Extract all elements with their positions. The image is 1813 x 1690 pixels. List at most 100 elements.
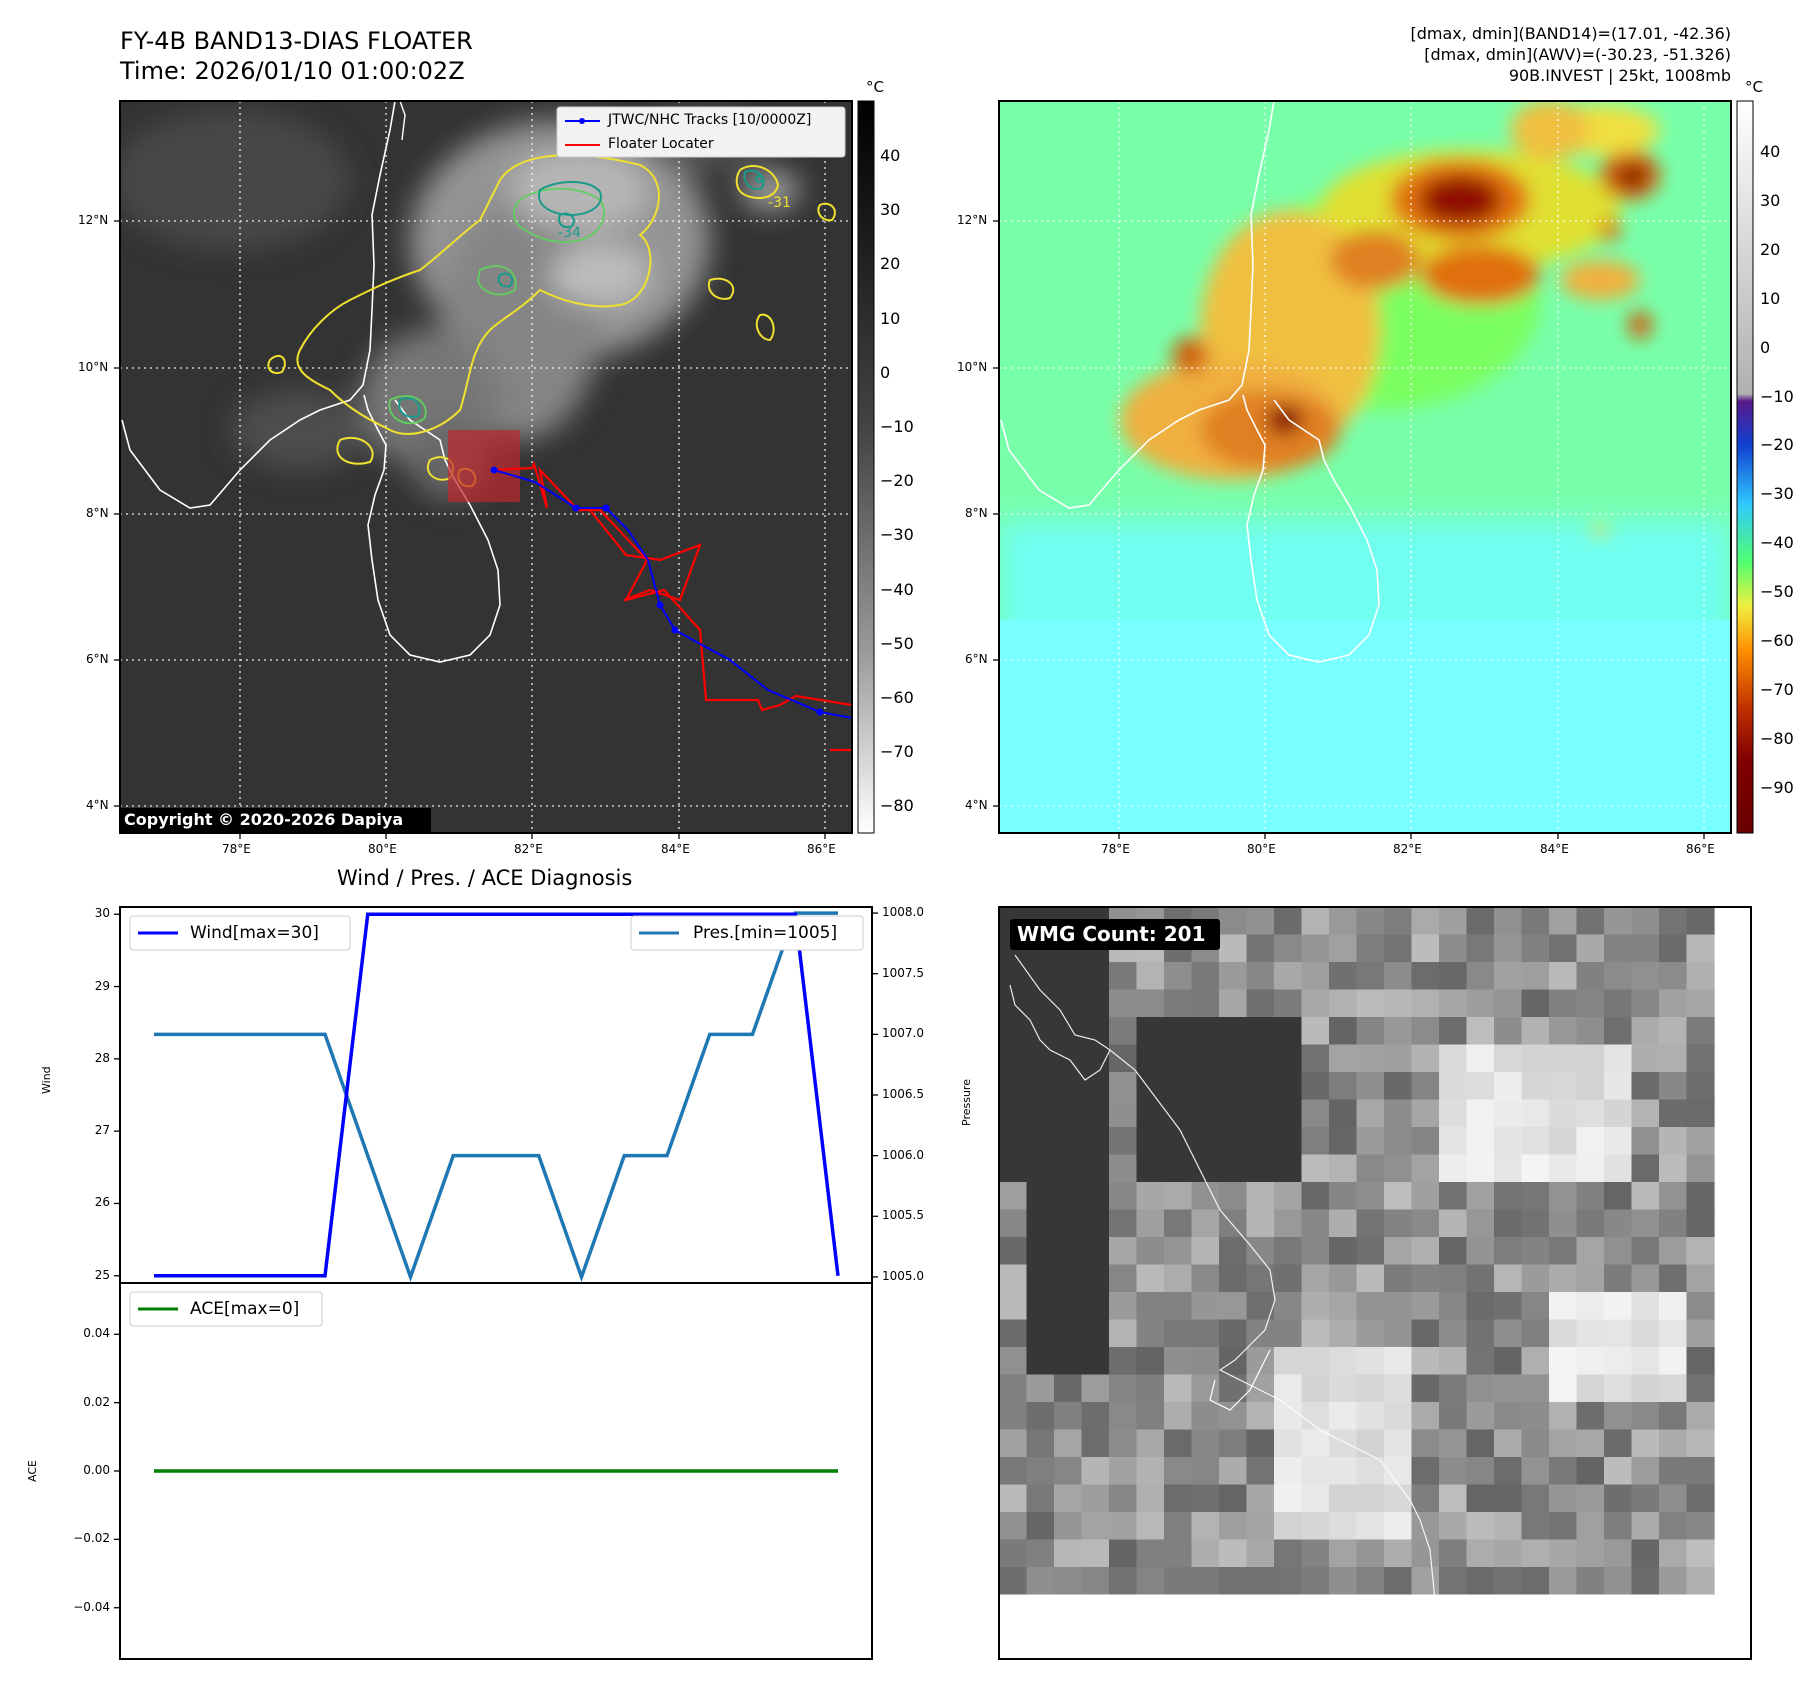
wind-axis-tick-label: 26 [94,1195,110,1210]
wind-legend-label: Wind[max=30] [190,923,319,943]
pressure-axis-tick-label: 1005.5 [882,1208,924,1223]
color-colorbar-tick-label: 40 [1760,142,1781,161]
color-colorbar-tick-label: −10 [1760,386,1794,406]
gray-colorbar [857,100,875,834]
ace-axis-tick-label: 0.02 [83,1394,110,1409]
lat-tick-8-b: 8°N [965,506,988,520]
copyright-box [121,808,431,833]
lat-tick-8-a: 8°N [86,506,109,520]
wind-axis-label: Wind [40,1066,53,1094]
wind-axis-tick-label: 28 [94,1050,110,1065]
ace-axis-tick-label: 0.00 [83,1463,110,1477]
wmg-count-box [1010,919,1220,950]
wmg-count-label: WMG Count: 201 [1017,922,1206,946]
lat-tick-10-a: 10°N [78,360,109,374]
color-colorbar-tick-label: −90 [1760,777,1794,797]
color-coastline [1000,101,1380,663]
wind-axis-tick-label: 30 [94,906,110,921]
gray-colorbar-tick-label: −20 [880,471,914,491]
wind-pressure-plot-area [119,906,873,1284]
lon-tick-80-b: 80°E [1247,842,1276,856]
copyright-text: Copyright © 2020-2026 Dapiya [124,810,404,829]
color-colorbar [1736,100,1754,834]
map-legend [556,106,846,158]
lat-tick-4-a: 4°N [86,798,109,812]
color-gridlines [999,101,1731,833]
color-colorbar-tick-label: −50 [1760,582,1794,602]
pressure-axis-tick-label: 1007.5 [882,965,924,980]
pressure-axis-label: Pressure [960,1079,973,1126]
lon-tick-80-a: 80°E [368,842,397,856]
lon-tick-84-a: 84°E [661,842,690,856]
color-colorbar-tick-label: −40 [1760,533,1794,553]
gray-colorbar-unit: °C [866,78,884,96]
lat-tick-12-a: 12°N [78,213,109,227]
pressure-axis-tick-label: 1005.0 [882,1268,924,1283]
jtwc-track-points [490,466,824,716]
color-colorbar-tick-label: −70 [1760,679,1794,699]
floater-box [448,430,520,502]
lat-tick-6-a: 6°N [86,652,109,666]
gray-colorbar-tick-label: −70 [880,742,914,762]
lon-tick-86-b: 86°E [1686,842,1715,856]
ace-axis-label: ACE [26,1460,39,1482]
wind-axis-tick-label: 29 [94,978,110,993]
ace-axis-tick-label: −0.04 [73,1599,110,1614]
contour-yellow [267,154,836,488]
gray-colorbar-tick-label: −40 [880,579,914,599]
wind-line [154,912,840,1278]
pressure-legend-label: Pres.[min=1005] [693,923,838,943]
gray-colorbar-tick-label: 30 [880,200,901,220]
diagnosis-title: Wind / Pres. / ACE Diagnosis [337,866,633,890]
gray-colorbar-tick-label: 20 [880,254,901,274]
color-colorbar-unit: °C [1745,78,1763,96]
gray-colorbar-tick-label: −30 [880,525,914,545]
color-colorbar-tick-label: −20 [1760,435,1794,455]
wmg-coastline [1009,954,1441,1659]
ir-tick-marks [114,220,826,839]
contour-label-34: -34 [558,225,581,241]
lon-tick-82-b: 82°E [1393,842,1422,856]
lon-tick-86-a: 86°E [807,842,836,856]
pressure-axis-tick-label: 1008.0 [882,905,924,920]
ace-axis-tick-label: 0.04 [83,1326,110,1341]
legend-tracks-label: JTWC/NHC Tracks [10/0000Z] [608,112,812,128]
pressure-line [154,911,838,1283]
awv-info: [dmax, dmin](AWV)=(-30.23, -51.326) [1424,45,1731,64]
contour-teal [398,169,765,418]
pressure-legend-box [630,915,864,951]
ace-legend-box [129,1291,323,1327]
pressure-axis-tick-label: 1006.0 [882,1147,924,1162]
wmg-frame [998,906,1752,1660]
lat-tick-6-b: 6°N [965,652,988,666]
gray-colorbar-tick-label: 10 [880,308,901,328]
gray-colorbar-tick-label: 40 [880,146,901,165]
wind-axis-tick-label: 27 [94,1123,110,1138]
gray-colorbar-tick-label: −60 [880,688,914,707]
color-colorbar-tick-label: 10 [1760,288,1781,308]
gray-colorbar-tick-label: 0 [880,362,891,382]
color-map-frame [998,100,1732,834]
color-colorbar-tick-label: 0 [1760,337,1771,357]
wmg-pixel-grid [999,907,1715,1623]
gray-colorbar-tick-label: −50 [880,633,914,653]
lat-tick-4-b: 4°N [965,798,988,812]
ace-legend-label: ACE[max=0] [190,1299,300,1319]
ir-map-frame [119,100,853,834]
lon-tick-84-b: 84°E [1540,842,1569,856]
figure-time: Time: 2026/01/10 01:00:02Z [120,57,465,85]
color-colorbar-tick-label: −80 [1760,728,1794,748]
ace-axis-tick-label: −0.02 [73,1531,110,1546]
color-ir-field [999,101,1731,833]
lat-tick-12-b: 12°N [957,213,988,227]
band14-info: [dmax, dmin](BAND14)=(17.01, -42.36) [1410,24,1732,43]
lon-tick-78-b: 78°E [1101,842,1130,856]
color-tick-marks [993,220,1705,839]
figure-title: FY-4B BAND13-DIAS FLOATER [120,27,473,55]
gray-colorbar-tick-label: −10 [880,417,914,436]
wind-legend-box [129,915,351,951]
gray-colorbar-tick-label: −80 [880,796,914,816]
contour-label-31: -31 [768,195,791,211]
legend-locater-label: Floater Locater [608,136,714,152]
